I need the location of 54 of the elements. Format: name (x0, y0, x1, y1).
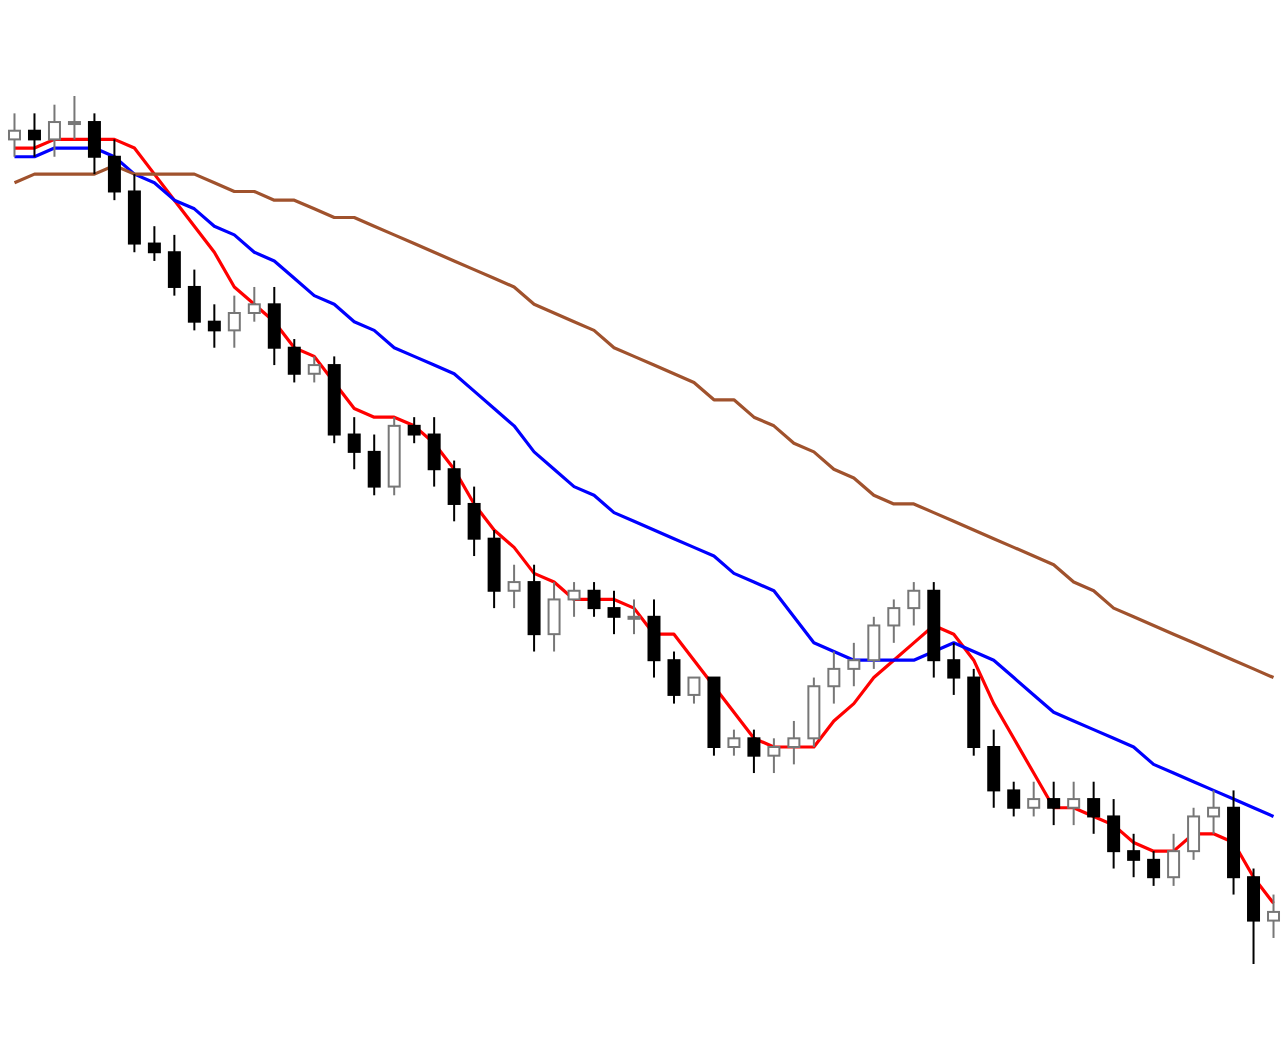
candlestick (47, 103, 61, 158)
candlestick (1187, 806, 1201, 861)
candlestick (407, 416, 421, 445)
candlestick (727, 728, 741, 757)
candlestick (827, 650, 841, 705)
candlestick (1007, 780, 1021, 818)
candlestick (1127, 832, 1141, 879)
candlestick (887, 598, 901, 644)
candlestick (947, 641, 961, 696)
candlestick (267, 285, 281, 367)
candlestick (567, 581, 581, 618)
candlestick (27, 112, 41, 158)
candlestick (647, 598, 661, 679)
candlestick (687, 676, 701, 705)
candlestick (987, 728, 1001, 809)
candlestick (307, 355, 321, 384)
candlestick (67, 95, 81, 141)
candlestick (627, 598, 641, 636)
candlestick (1167, 832, 1181, 887)
candlestick (767, 737, 781, 775)
candlestick (1087, 780, 1101, 835)
candlestick (1247, 867, 1261, 965)
candlestick (227, 294, 241, 349)
candlestick (787, 719, 801, 766)
candlestick (167, 233, 181, 297)
candlestick (1107, 798, 1121, 870)
candlestick (87, 112, 101, 176)
candlestick (1267, 893, 1281, 939)
candlestick (467, 485, 481, 558)
candlestick (147, 225, 161, 262)
candlestick (1067, 780, 1081, 827)
candlestick (107, 138, 121, 202)
candlestick (587, 581, 601, 618)
candlestick (847, 641, 861, 688)
candlestick (7, 112, 21, 158)
candlestick (287, 338, 301, 384)
candlestick (427, 416, 441, 488)
candlestick (1027, 780, 1041, 818)
candlestick (747, 728, 761, 775)
candlestick (507, 563, 521, 610)
candlestick (1207, 789, 1221, 835)
candlestick (1147, 850, 1161, 887)
candlestick (367, 433, 381, 497)
candlestick (207, 303, 221, 349)
candlestick (547, 581, 561, 653)
candlestick (667, 650, 681, 705)
candlestick (1047, 780, 1061, 827)
candlestick (247, 285, 261, 323)
candlestick (607, 589, 621, 636)
candlestick (907, 581, 921, 627)
candlestick (187, 268, 201, 332)
candlestick (347, 416, 361, 471)
candlestick (867, 615, 881, 670)
candlestick (447, 459, 461, 523)
